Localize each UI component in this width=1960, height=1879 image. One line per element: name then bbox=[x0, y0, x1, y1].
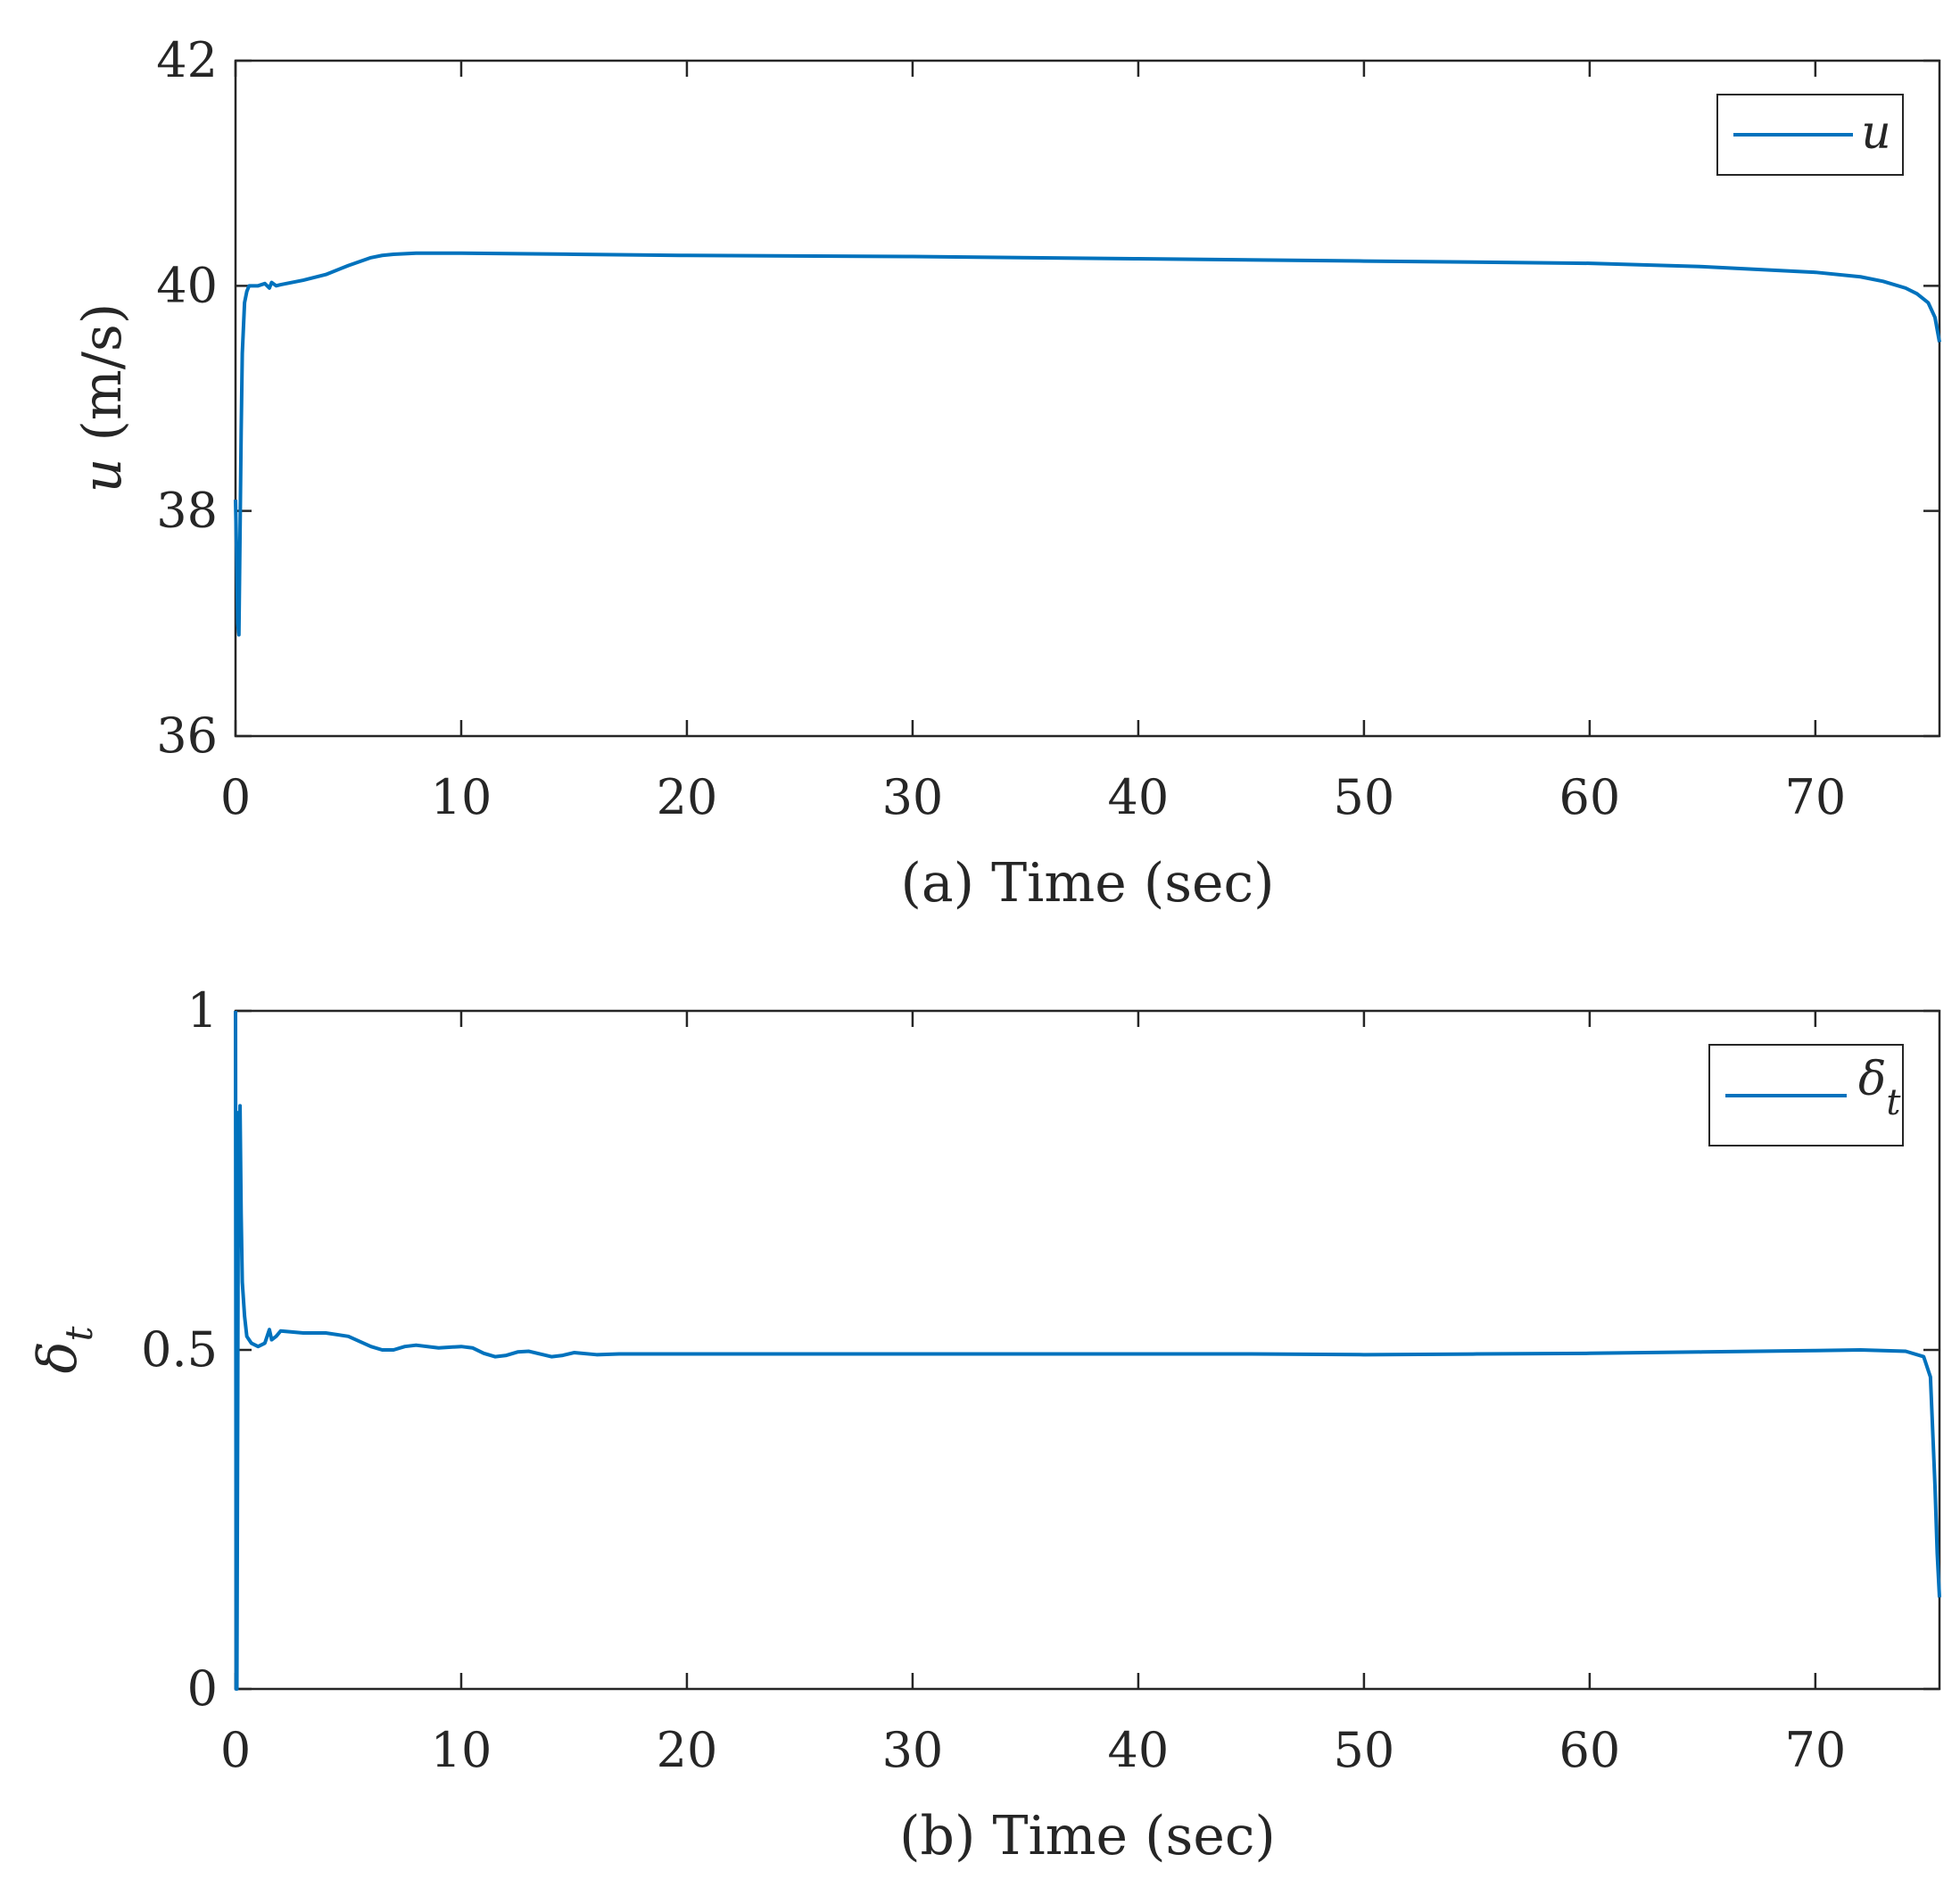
x-tick-label-b-7: 70 bbox=[1785, 1722, 1847, 1778]
y-tick-label-a-0: 36 bbox=[156, 708, 218, 764]
panel-b: 0 10 20 30 40 50 60 70 00.51 (b) Time (sec) δt … bbox=[27, 982, 1941, 1867]
x-axis-title-a: (a) Time (sec) bbox=[900, 852, 1274, 915]
y-tick-label-a-2: 40 bbox=[156, 257, 218, 313]
x-tick-label-a-4: 40 bbox=[1108, 769, 1170, 825]
axes-box-b bbox=[234, 1009, 1941, 1691]
x-tick-label-b-5: 50 bbox=[1334, 1722, 1395, 1778]
y-tick-labels-a: 36 38 40 42 bbox=[156, 32, 218, 764]
y-axis-unit-a: (m/s) bbox=[71, 303, 134, 459]
legend-b: δt bbox=[1708, 1044, 1904, 1146]
legend-label-delta-t: δt bbox=[1858, 1053, 1901, 1123]
x-axis-title-b: (b) Time (sec) bbox=[899, 1805, 1276, 1867]
y-axis-subscript-b: t bbox=[57, 1326, 101, 1341]
x-tick-label-b-1: 10 bbox=[431, 1722, 492, 1778]
axis-ticks-a bbox=[234, 59, 1939, 738]
legend-label-u: u bbox=[1861, 106, 1891, 160]
legend-symbol-delta: δ bbox=[1858, 1053, 1886, 1106]
axes-box-a bbox=[234, 59, 1941, 738]
x-tick-label-b-4: 40 bbox=[1108, 1722, 1170, 1778]
legend-a: u bbox=[1716, 94, 1904, 176]
x-tick-labels-a: 0 10 20 30 40 50 60 70 bbox=[220, 769, 1846, 825]
y-tick-label-a-1: 38 bbox=[156, 483, 218, 539]
x-tick-label-a-2: 20 bbox=[657, 769, 718, 825]
y-tick-label-b-2: 1 bbox=[187, 982, 218, 1039]
x-tick-label-b-0: 0 bbox=[220, 1722, 251, 1778]
x-tick-label-a-6: 60 bbox=[1559, 769, 1621, 825]
y-tick-labels-b: 00.51 bbox=[141, 982, 218, 1717]
x-tick-label-b-6: 60 bbox=[1559, 1722, 1621, 1778]
x-tick-label-a-5: 50 bbox=[1334, 769, 1395, 825]
y-axis-title-a: u (m/s) bbox=[71, 303, 134, 493]
x-tick-label-a-7: 70 bbox=[1785, 769, 1847, 825]
y-axis-title-b: δt bbox=[27, 1326, 101, 1373]
x-tick-label-a-0: 0 bbox=[220, 769, 251, 825]
legend-subscript-t: t bbox=[1886, 1082, 1901, 1123]
x-tick-label-a-3: 30 bbox=[882, 769, 944, 825]
y-tick-label-b-1: 0.5 bbox=[141, 1321, 218, 1378]
x-tick-labels-b: 0 10 20 30 40 50 60 70 bbox=[220, 1722, 1846, 1778]
y-axis-symbol-a: u bbox=[71, 459, 134, 493]
y-axis-symbol-b: δ bbox=[27, 1341, 89, 1373]
series-line-u bbox=[234, 251, 1941, 637]
x-tick-label-b-3: 30 bbox=[882, 1722, 944, 1778]
series-line-delta-t bbox=[234, 1010, 1941, 1691]
y-tick-label-b-0: 0 bbox=[187, 1660, 218, 1717]
y-tick-label-a-3: 42 bbox=[156, 32, 218, 88]
x-tick-label-a-1: 10 bbox=[431, 769, 492, 825]
x-tick-label-b-2: 20 bbox=[657, 1722, 718, 1778]
